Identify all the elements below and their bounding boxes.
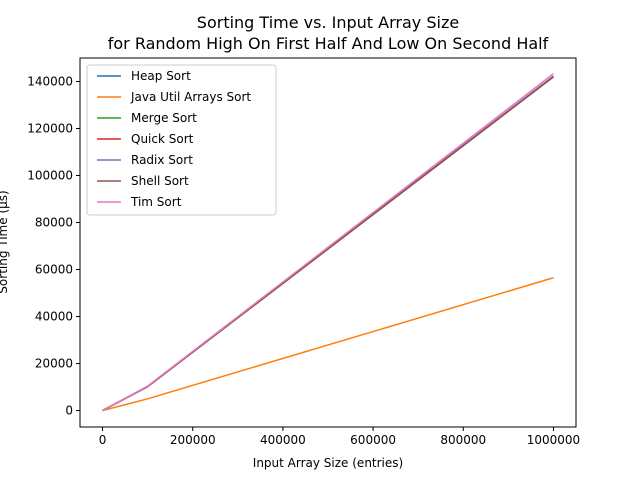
x-tick-label: 0	[99, 433, 107, 447]
legend-label-3: Quick Sort	[131, 132, 194, 146]
x-tick-label: 400000	[260, 433, 306, 447]
plot-frame	[79, 57, 577, 428]
chart-subtitle: for Random High On First Half And Low On…	[108, 34, 549, 53]
y-tick-label: 80000	[35, 216, 73, 230]
legend-label-0: Heap Sort	[131, 69, 191, 83]
y-tick-label: 0	[65, 404, 73, 418]
series-layer	[102, 73, 554, 412]
ticks-layer: 0 200000 400000 600000 800000 1000000 0 20000 40…	[27, 75, 580, 447]
y-tick-label: 120000	[27, 122, 73, 136]
legend-frame	[86, 64, 277, 216]
x-tick-label: 200000	[170, 433, 216, 447]
legend-label-4: Radix Sort	[131, 153, 193, 167]
legend-label-1: Java Util Arrays Sort	[130, 90, 251, 104]
x-axis-label: Input Array Size (entries)	[253, 456, 403, 470]
x-tick-label: 1000000	[527, 433, 580, 447]
y-tick-label: 60000	[35, 263, 73, 277]
y-tick-label: 140000	[27, 75, 73, 89]
y-tick-label: 100000	[27, 169, 73, 183]
x-tick-label: 800000	[440, 433, 486, 447]
legend-label-5: Shell Sort	[131, 174, 189, 188]
series-line-1	[102, 277, 554, 412]
legend: Heap Sort Java Util Arrays Sort Merge Sort…	[86, 64, 277, 216]
y-tick-label: 40000	[35, 310, 73, 324]
series-line-6	[102, 73, 554, 412]
chart-title: Sorting Time vs. Input Array Size	[197, 13, 459, 32]
legend-items: Heap Sort Java Util Arrays Sort Merge Sort…	[97, 69, 251, 209]
legend-label-6: Tim Sort	[130, 195, 182, 209]
y-axis-label: Sorting Time (µs)	[0, 190, 10, 293]
y-tick-label: 20000	[35, 357, 73, 371]
x-tick-label: 600000	[350, 433, 396, 447]
legend-label-2: Merge Sort	[131, 111, 197, 125]
